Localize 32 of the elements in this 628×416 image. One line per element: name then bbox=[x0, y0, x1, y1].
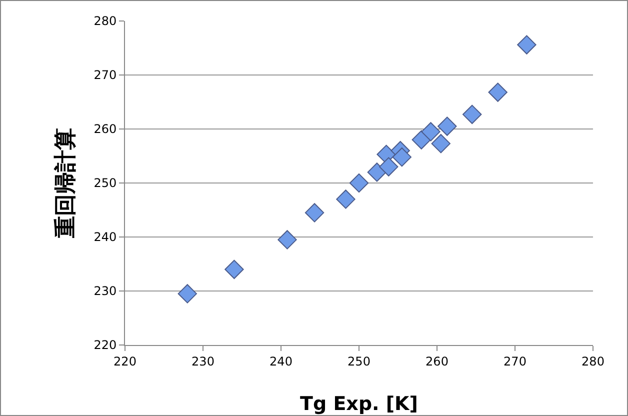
x-tick-label: 220 bbox=[114, 354, 136, 368]
point bbox=[462, 104, 482, 124]
y-tick-label: 280 bbox=[94, 14, 117, 28]
y-tick-label: 220 bbox=[94, 338, 117, 352]
point bbox=[438, 116, 457, 136]
y-tick-label: 230 bbox=[94, 284, 117, 298]
x-tick-label: 280 bbox=[582, 354, 604, 368]
point bbox=[278, 230, 297, 250]
y-axis-title: 重回帰計算 bbox=[53, 128, 78, 239]
point bbox=[178, 284, 197, 304]
x-tick-label: 250 bbox=[348, 354, 370, 368]
y-tick-label: 240 bbox=[94, 230, 117, 244]
x-tick-label: 270 bbox=[504, 354, 526, 368]
point bbox=[349, 173, 369, 193]
y-tick-label: 270 bbox=[94, 68, 117, 82]
point bbox=[379, 157, 398, 176]
point bbox=[367, 162, 387, 182]
point bbox=[224, 260, 244, 279]
x-axis-title: Tg Exp. [K] bbox=[300, 393, 418, 415]
x-tick-label: 230 bbox=[192, 354, 214, 368]
point bbox=[304, 203, 324, 222]
x-tick-label: 240 bbox=[270, 354, 292, 368]
point bbox=[431, 134, 450, 154]
point bbox=[421, 122, 440, 142]
point bbox=[392, 147, 412, 167]
point bbox=[336, 190, 356, 209]
y-tick-label: 250 bbox=[94, 176, 117, 190]
y-tick-label: 260 bbox=[94, 122, 117, 136]
point bbox=[517, 35, 536, 54]
point bbox=[488, 82, 508, 102]
point bbox=[412, 130, 431, 150]
x-tick-label: 260 bbox=[426, 354, 448, 368]
